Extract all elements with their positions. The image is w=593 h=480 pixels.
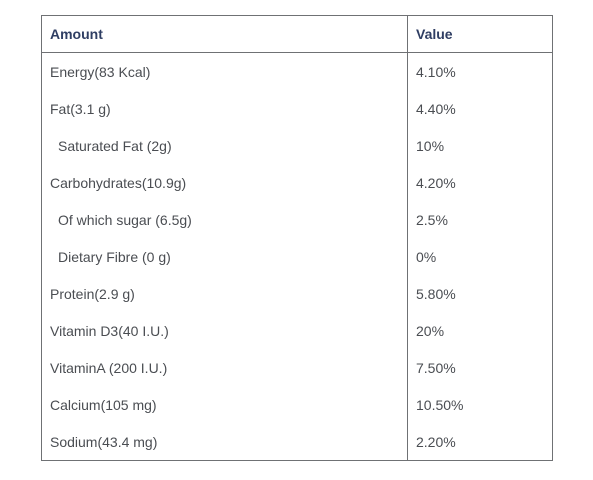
row-value: 4.10% [407,52,553,90]
header-row: Amount Value [41,15,553,53]
table-row: Calcium(105 mg) 10.50% [42,386,553,423]
row-amount: Dietary Fibre (0 g) [58,249,171,265]
table-row: VitaminA (200 I.U.) 7.50% [42,349,553,386]
table-header: Amount Value [41,15,553,53]
table-row: Vitamin D3(40 I.U.) 20% [42,312,553,349]
row-amount: VitaminA (200 I.U.) [50,360,168,376]
row-value: 0% [407,238,553,275]
table-row: Carbohydrates(10.9g) 4.20% [42,164,553,201]
row-amount: Calcium(105 mg) [50,397,157,413]
table-body: Energy(83 Kcal) 4.10% Fat(3.1 g) 4.40% S… [42,52,553,461]
row-value: 7.50% [407,349,553,386]
table-row: Energy(83 Kcal) 4.10% [42,52,553,90]
row-value: 2.5% [407,201,553,238]
row-value: 10.50% [407,386,553,423]
row-amount: Energy(83 Kcal) [50,64,151,80]
header-value: Value [407,15,553,53]
table-row: Sodium(43.4 mg) 2.20% [42,423,553,461]
table-row: Protein(2.9 g) 5.80% [42,275,553,312]
row-amount: Protein(2.9 g) [50,286,135,302]
row-value: 10% [407,127,553,164]
nutrition-table: Amount Value Energy(83 Kcal) 4.10% Fat(3… [41,15,553,461]
row-amount: Carbohydrates(10.9g) [50,175,187,191]
row-value: 5.80% [407,275,553,312]
table-row: Of which sugar (6.5g) 2.5% [42,201,553,238]
row-value: 20% [407,312,553,349]
header-amount: Amount [41,15,408,53]
row-amount: Of which sugar (6.5g) [58,212,192,228]
table-row: Dietary Fibre (0 g) 0% [42,238,553,275]
table-row: Saturated Fat (2g) 10% [42,127,553,164]
row-amount: Vitamin D3(40 I.U.) [50,323,169,339]
table-row: Fat(3.1 g) 4.40% [42,90,553,127]
row-amount: Sodium(43.4 mg) [50,434,158,450]
row-value: 4.40% [407,90,553,127]
row-value: 4.20% [407,164,553,201]
row-amount: Fat(3.1 g) [50,101,111,117]
row-amount: Saturated Fat (2g) [58,138,172,154]
row-value: 2.20% [407,423,553,461]
